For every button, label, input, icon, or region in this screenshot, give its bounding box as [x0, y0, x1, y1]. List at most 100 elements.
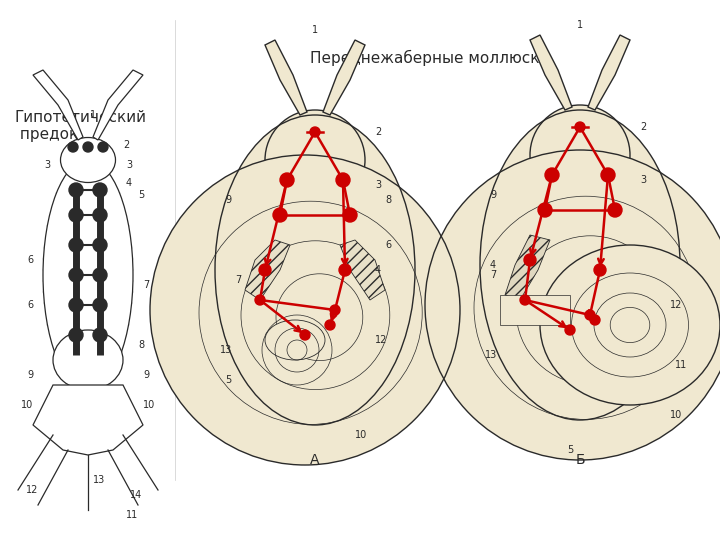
- Text: 1: 1: [577, 20, 583, 30]
- Circle shape: [98, 142, 108, 152]
- Text: 11: 11: [675, 360, 688, 370]
- Text: 10: 10: [670, 410, 683, 420]
- Ellipse shape: [530, 105, 630, 205]
- Circle shape: [69, 208, 83, 222]
- Polygon shape: [323, 40, 365, 115]
- Circle shape: [69, 298, 83, 312]
- Text: Переднежаберные моллюски: Переднежаберные моллюски: [310, 50, 549, 66]
- Text: 12: 12: [26, 485, 38, 495]
- Circle shape: [93, 268, 107, 282]
- Circle shape: [68, 142, 78, 152]
- Circle shape: [69, 238, 83, 252]
- Text: А: А: [310, 453, 320, 467]
- Ellipse shape: [265, 320, 325, 360]
- Text: 5: 5: [225, 375, 231, 385]
- Text: 9: 9: [143, 370, 149, 380]
- Text: 3: 3: [126, 160, 132, 170]
- Circle shape: [594, 264, 606, 276]
- Circle shape: [93, 298, 107, 312]
- Text: 9: 9: [27, 370, 33, 380]
- Text: 6: 6: [27, 300, 33, 310]
- Circle shape: [585, 310, 595, 320]
- Text: 7: 7: [235, 275, 241, 285]
- Text: 14: 14: [130, 490, 143, 500]
- Circle shape: [336, 173, 350, 187]
- Circle shape: [310, 127, 320, 137]
- Text: 7: 7: [143, 280, 149, 290]
- Polygon shape: [530, 35, 572, 110]
- Circle shape: [255, 295, 265, 305]
- Circle shape: [524, 254, 536, 266]
- Circle shape: [608, 203, 622, 217]
- Circle shape: [325, 320, 335, 330]
- Text: 8: 8: [138, 340, 144, 350]
- Text: Б: Б: [575, 453, 585, 467]
- Circle shape: [343, 208, 357, 222]
- Ellipse shape: [215, 115, 415, 425]
- Circle shape: [565, 325, 575, 335]
- Polygon shape: [265, 40, 307, 115]
- Ellipse shape: [480, 110, 680, 420]
- Circle shape: [259, 264, 271, 276]
- Circle shape: [590, 315, 600, 325]
- Ellipse shape: [425, 150, 720, 460]
- Circle shape: [93, 208, 107, 222]
- Polygon shape: [588, 35, 630, 110]
- Text: 2: 2: [375, 127, 382, 137]
- Circle shape: [575, 122, 585, 132]
- Text: 13: 13: [485, 350, 498, 360]
- Text: 3: 3: [640, 175, 646, 185]
- Circle shape: [538, 203, 552, 217]
- Text: 10: 10: [143, 400, 156, 410]
- Text: 7: 7: [490, 270, 496, 280]
- Ellipse shape: [265, 110, 365, 210]
- Ellipse shape: [60, 138, 115, 183]
- Text: 10: 10: [355, 430, 367, 440]
- Circle shape: [69, 183, 83, 197]
- Text: 6: 6: [27, 255, 33, 265]
- Text: Гипотетический
 предок: Гипотетический предок: [15, 110, 147, 143]
- Ellipse shape: [53, 330, 123, 390]
- Polygon shape: [500, 295, 570, 325]
- Circle shape: [69, 328, 83, 342]
- Circle shape: [339, 264, 351, 276]
- Polygon shape: [33, 385, 143, 455]
- Circle shape: [300, 330, 310, 340]
- Text: 13: 13: [220, 345, 233, 355]
- Circle shape: [83, 142, 93, 152]
- Text: 2: 2: [640, 122, 647, 132]
- Circle shape: [330, 305, 340, 315]
- Text: 1: 1: [90, 110, 96, 120]
- Text: 4: 4: [126, 178, 132, 188]
- Circle shape: [601, 168, 615, 182]
- Text: 2: 2: [123, 140, 130, 150]
- Polygon shape: [505, 235, 550, 300]
- Text: 5: 5: [138, 190, 144, 200]
- Polygon shape: [245, 240, 290, 300]
- Text: 6: 6: [385, 240, 391, 250]
- Polygon shape: [93, 70, 143, 140]
- Polygon shape: [33, 70, 83, 140]
- Polygon shape: [340, 240, 385, 300]
- Text: 12: 12: [670, 300, 683, 310]
- Ellipse shape: [43, 160, 133, 390]
- Text: 3: 3: [375, 180, 381, 190]
- Text: 9: 9: [490, 190, 496, 200]
- Text: 4: 4: [375, 265, 381, 275]
- Text: 4: 4: [490, 260, 496, 270]
- Text: 10: 10: [21, 400, 33, 410]
- Ellipse shape: [540, 245, 720, 405]
- Text: 1: 1: [312, 25, 318, 35]
- Circle shape: [93, 183, 107, 197]
- Circle shape: [545, 168, 559, 182]
- Text: 5: 5: [567, 445, 573, 455]
- Text: 3: 3: [44, 160, 50, 170]
- Text: 11: 11: [126, 510, 138, 520]
- Text: 13: 13: [93, 475, 105, 485]
- Circle shape: [93, 328, 107, 342]
- Circle shape: [280, 173, 294, 187]
- Text: 8: 8: [385, 195, 391, 205]
- Circle shape: [69, 268, 83, 282]
- Circle shape: [93, 238, 107, 252]
- Text: 12: 12: [375, 335, 387, 345]
